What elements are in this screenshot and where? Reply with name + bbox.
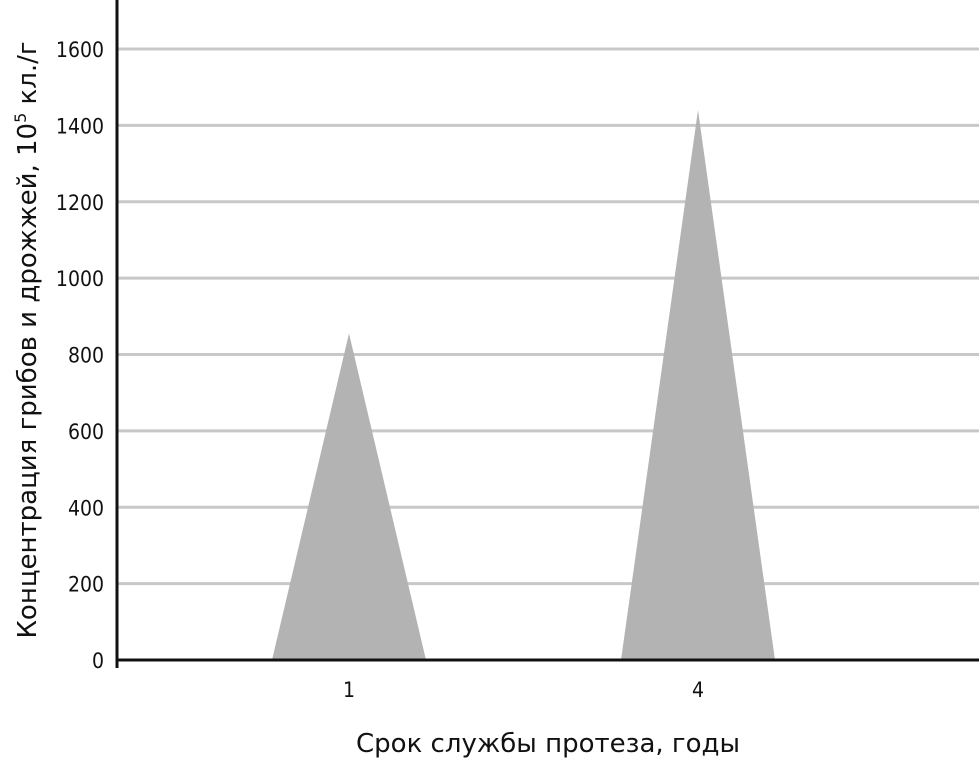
y-tick-label: 400 [68,496,104,520]
y-tick-label: 1000 [56,267,104,291]
peaks [272,110,775,661]
y-tick-labels: 0 200 400 600 800 1000 1200 1400 1600 [56,38,104,673]
x-tick-label: 1 [343,678,355,702]
y-tick-label: 0 [92,649,104,673]
y-tick-label: 600 [68,420,104,444]
x-axis-label: Срок службы протеза, годы [356,729,740,759]
y-axis-label: Концентрация грибов и дрожжей, 105 кл./г [11,41,43,638]
y-tick-label: 200 [68,573,104,597]
x-tick-label: 4 [692,678,704,702]
peak-1 [272,333,426,660]
y-tick-label: 1400 [56,114,104,138]
peak-4 [621,110,775,661]
gridlines [117,47,979,586]
y-tick-label: 800 [68,344,104,368]
y-tick-label: 1200 [56,191,104,215]
y-tick-label: 1600 [56,38,104,62]
